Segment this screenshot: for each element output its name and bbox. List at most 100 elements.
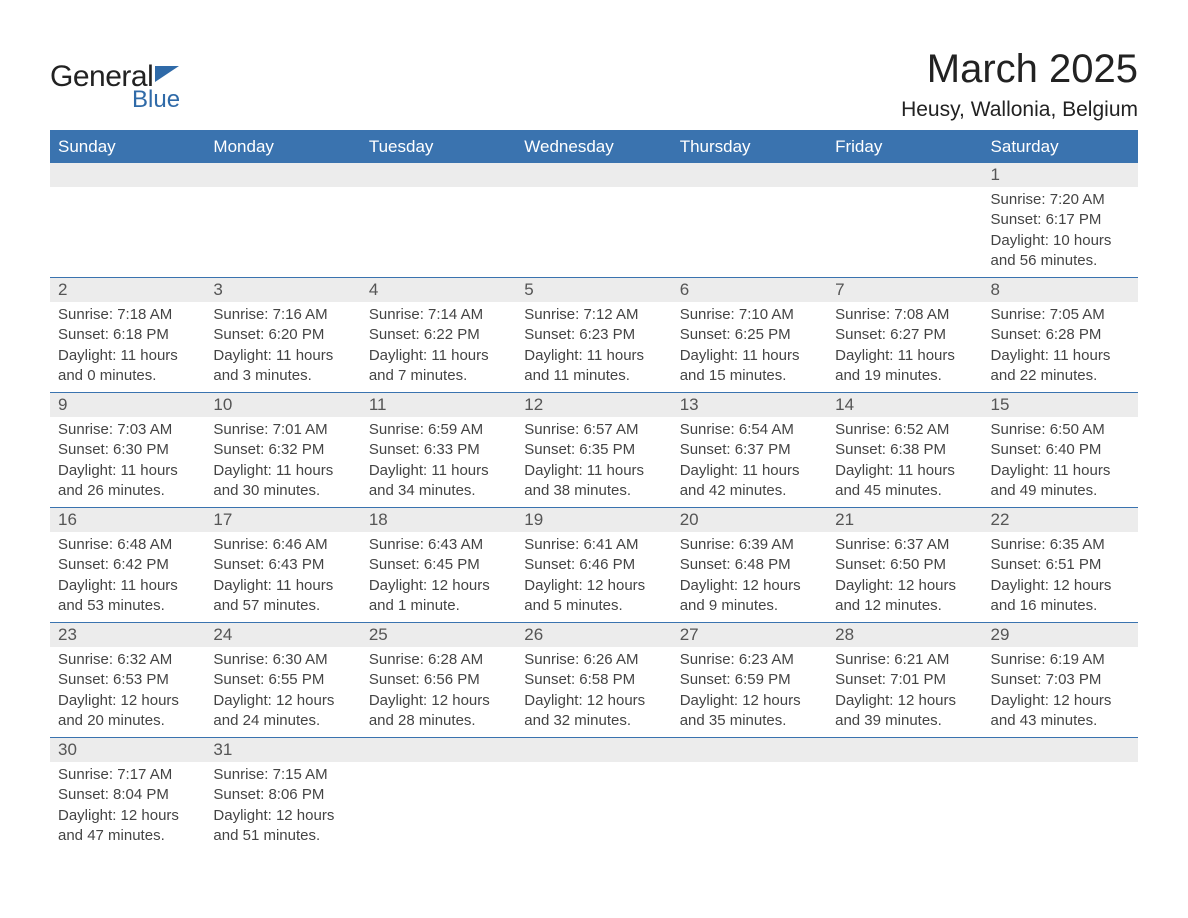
day-data-cell: Sunrise: 6:59 AMSunset: 6:33 PMDaylight:… [361, 417, 516, 508]
sunset-line: Sunset: 6:17 PM [991, 210, 1130, 230]
day-number-cell: 13 [672, 393, 827, 418]
day-number-cell: 5 [516, 278, 671, 303]
calendar-daynum-row: 16171819202122 [50, 508, 1138, 533]
daylight-line: Daylight: 11 hours and 53 minutes. [58, 576, 197, 617]
sunrise-line: Sunrise: 6:19 AM [991, 650, 1130, 670]
sunset-line: Sunset: 6:18 PM [58, 325, 197, 345]
day-number-cell [672, 738, 827, 763]
day-data-cell [672, 762, 827, 852]
day-number-cell: 20 [672, 508, 827, 533]
day-number-cell [361, 738, 516, 763]
sunrise-line: Sunrise: 7:15 AM [213, 765, 352, 785]
day-data-cell: Sunrise: 6:52 AMSunset: 6:38 PMDaylight:… [827, 417, 982, 508]
daylight-line: Daylight: 11 hours and 3 minutes. [213, 346, 352, 387]
calendar-daynum-row: 2345678 [50, 278, 1138, 303]
day-data-cell [361, 762, 516, 852]
day-header: Saturday [983, 131, 1138, 163]
sunrise-line: Sunrise: 6:59 AM [369, 420, 508, 440]
daylight-line: Daylight: 11 hours and 15 minutes. [680, 346, 819, 387]
day-data-cell: Sunrise: 6:32 AMSunset: 6:53 PMDaylight:… [50, 647, 205, 738]
daylight-line: Daylight: 12 hours and 32 minutes. [524, 691, 663, 732]
sunrise-line: Sunrise: 6:39 AM [680, 535, 819, 555]
title-block: March 2025 Heusy, Wallonia, Belgium [901, 47, 1138, 122]
day-number-cell: 23 [50, 623, 205, 648]
sunrise-line: Sunrise: 7:03 AM [58, 420, 197, 440]
daylight-line: Daylight: 11 hours and 34 minutes. [369, 461, 508, 502]
sunrise-line: Sunrise: 6:52 AM [835, 420, 974, 440]
calendar-header-row: SundayMondayTuesdayWednesdayThursdayFrid… [50, 131, 1138, 163]
daylight-line: Daylight: 12 hours and 16 minutes. [991, 576, 1130, 617]
sunrise-line: Sunrise: 6:23 AM [680, 650, 819, 670]
sunset-line: Sunset: 7:01 PM [835, 670, 974, 690]
day-number-cell: 30 [50, 738, 205, 763]
sunset-line: Sunset: 6:20 PM [213, 325, 352, 345]
daylight-line: Daylight: 12 hours and 39 minutes. [835, 691, 974, 732]
day-number-cell: 25 [361, 623, 516, 648]
sunset-line: Sunset: 6:32 PM [213, 440, 352, 460]
day-number-cell: 10 [205, 393, 360, 418]
sunrise-line: Sunrise: 7:05 AM [991, 305, 1130, 325]
day-data-cell: Sunrise: 6:50 AMSunset: 6:40 PMDaylight:… [983, 417, 1138, 508]
day-data-cell: Sunrise: 7:20 AMSunset: 6:17 PMDaylight:… [983, 187, 1138, 278]
sunrise-line: Sunrise: 6:35 AM [991, 535, 1130, 555]
page-subtitle: Heusy, Wallonia, Belgium [901, 98, 1138, 122]
day-number-cell [361, 163, 516, 188]
day-data-cell: Sunrise: 6:39 AMSunset: 6:48 PMDaylight:… [672, 532, 827, 623]
day-number-cell: 8 [983, 278, 1138, 303]
page-title: March 2025 [901, 47, 1138, 92]
day-number-cell: 11 [361, 393, 516, 418]
daylight-line: Daylight: 11 hours and 22 minutes. [991, 346, 1130, 387]
day-number-cell: 4 [361, 278, 516, 303]
sunset-line: Sunset: 6:33 PM [369, 440, 508, 460]
day-number-cell [983, 738, 1138, 763]
sunrise-line: Sunrise: 6:48 AM [58, 535, 197, 555]
day-number-cell: 3 [205, 278, 360, 303]
sunset-line: Sunset: 6:35 PM [524, 440, 663, 460]
sunset-line: Sunset: 6:45 PM [369, 555, 508, 575]
daylight-line: Daylight: 12 hours and 35 minutes. [680, 691, 819, 732]
day-data-cell: Sunrise: 6:21 AMSunset: 7:01 PMDaylight:… [827, 647, 982, 738]
daylight-line: Daylight: 11 hours and 57 minutes. [213, 576, 352, 617]
day-number-cell: 29 [983, 623, 1138, 648]
sunrise-line: Sunrise: 6:46 AM [213, 535, 352, 555]
day-number-cell: 27 [672, 623, 827, 648]
calendar-data-row: Sunrise: 7:20 AMSunset: 6:17 PMDaylight:… [50, 187, 1138, 278]
day-number-cell: 12 [516, 393, 671, 418]
day-header: Sunday [50, 131, 205, 163]
day-number-cell: 16 [50, 508, 205, 533]
sunset-line: Sunset: 6:37 PM [680, 440, 819, 460]
sunrise-line: Sunrise: 7:14 AM [369, 305, 508, 325]
day-number-cell: 1 [983, 163, 1138, 188]
sunrise-line: Sunrise: 6:57 AM [524, 420, 663, 440]
sunset-line: Sunset: 6:25 PM [680, 325, 819, 345]
calendar-daynum-row: 23242526272829 [50, 623, 1138, 648]
sunrise-line: Sunrise: 7:17 AM [58, 765, 197, 785]
sunset-line: Sunset: 8:06 PM [213, 785, 352, 805]
day-data-cell: Sunrise: 7:18 AMSunset: 6:18 PMDaylight:… [50, 302, 205, 393]
day-data-cell: Sunrise: 7:16 AMSunset: 6:20 PMDaylight:… [205, 302, 360, 393]
day-number-cell: 15 [983, 393, 1138, 418]
daylight-line: Daylight: 12 hours and 1 minute. [369, 576, 508, 617]
day-number-cell [50, 163, 205, 188]
sunset-line: Sunset: 6:30 PM [58, 440, 197, 460]
day-data-cell: Sunrise: 7:14 AMSunset: 6:22 PMDaylight:… [361, 302, 516, 393]
sunrise-line: Sunrise: 6:37 AM [835, 535, 974, 555]
day-data-cell: Sunrise: 6:43 AMSunset: 6:45 PMDaylight:… [361, 532, 516, 623]
day-data-cell: Sunrise: 6:19 AMSunset: 7:03 PMDaylight:… [983, 647, 1138, 738]
day-number-cell: 19 [516, 508, 671, 533]
day-number-cell: 14 [827, 393, 982, 418]
sunset-line: Sunset: 6:42 PM [58, 555, 197, 575]
sunset-line: Sunset: 6:58 PM [524, 670, 663, 690]
sunrise-line: Sunrise: 6:30 AM [213, 650, 352, 670]
sunrise-line: Sunrise: 6:41 AM [524, 535, 663, 555]
daylight-line: Daylight: 11 hours and 49 minutes. [991, 461, 1130, 502]
daylight-line: Daylight: 11 hours and 42 minutes. [680, 461, 819, 502]
day-data-cell: Sunrise: 6:54 AMSunset: 6:37 PMDaylight:… [672, 417, 827, 508]
sunrise-line: Sunrise: 7:01 AM [213, 420, 352, 440]
calendar-daynum-row: 1 [50, 163, 1138, 188]
sunset-line: Sunset: 7:03 PM [991, 670, 1130, 690]
daylight-line: Daylight: 12 hours and 9 minutes. [680, 576, 819, 617]
sunset-line: Sunset: 6:38 PM [835, 440, 974, 460]
sunrise-line: Sunrise: 6:43 AM [369, 535, 508, 555]
day-number-cell [827, 163, 982, 188]
